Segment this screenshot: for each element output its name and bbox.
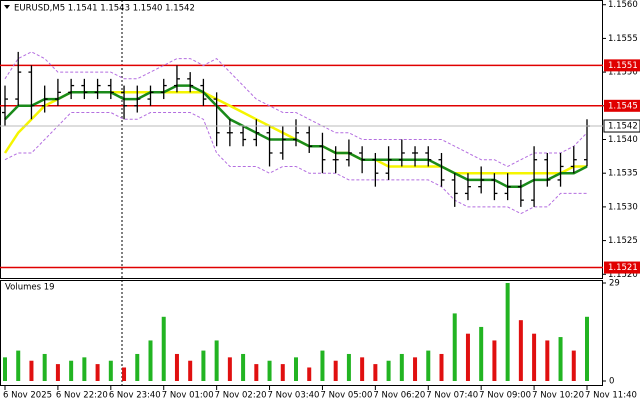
- volume-bar: [399, 353, 404, 381]
- volume-bar: [294, 357, 298, 381]
- volume-bar: [532, 333, 537, 381]
- volume-bar: [29, 360, 34, 381]
- x-tick-label: 7 Nov 06:20: [373, 391, 425, 401]
- y-tick-label: 1.1555: [608, 34, 638, 44]
- level-label-box: [604, 59, 640, 72]
- volume-bar: [3, 357, 7, 381]
- volume-bar: [95, 364, 100, 381]
- volume-bar: [373, 364, 378, 381]
- x-tick-label: 7 Nov 01:00: [162, 391, 214, 401]
- x-tick-label: 7 Nov 10:20: [532, 391, 584, 401]
- volume-bar: [585, 316, 589, 381]
- volume-bar: [42, 353, 47, 381]
- y-tick-label: 1.1535: [608, 169, 638, 179]
- volume-bar: [227, 357, 232, 381]
- y-tick-label: 1.1525: [608, 236, 638, 246]
- volume-bar: [426, 350, 431, 381]
- volume-bar: [492, 340, 497, 381]
- volume-bar: [280, 364, 285, 381]
- volume-bar: [16, 350, 21, 381]
- y-tick-label: 1.1560: [608, 0, 638, 10]
- volume-bar: [267, 360, 272, 381]
- volume-bar: [505, 283, 510, 381]
- level-label: 1.1545: [608, 101, 638, 111]
- volume-bar: [571, 350, 576, 381]
- band-line: [4, 51, 588, 168]
- y-tick-label: 1.1520: [608, 270, 638, 280]
- x-tick-label: 7 Nov 11:40: [585, 391, 637, 401]
- volume-bar: [82, 357, 87, 381]
- volume-bar: [241, 353, 246, 381]
- volume-bar: [558, 337, 563, 381]
- volume-tick-label: 0: [609, 377, 614, 387]
- level-label: 1.1521: [608, 263, 638, 273]
- volume-bar: [122, 367, 127, 381]
- volume-tick-label: 29: [609, 279, 620, 289]
- band-line: [4, 112, 587, 215]
- volume-bar: [254, 364, 259, 381]
- volume-bar: [360, 357, 365, 381]
- volume-bar: [413, 357, 418, 381]
- x-tick-label: 7 Nov 02:20: [215, 391, 267, 401]
- level-label: 1.1551: [608, 61, 638, 71]
- volume-bar: [479, 326, 484, 381]
- volume-bar: [333, 360, 338, 381]
- chart-title: EURUSD,M5 1.1541 1.1543 1.1540 1.1542: [14, 4, 195, 14]
- volume-bar: [386, 360, 391, 381]
- x-tick-label: 6 Nov 2025: [3, 391, 52, 401]
- volume-bar: [518, 320, 523, 381]
- volume-bar: [174, 353, 179, 381]
- volume-bar: [346, 353, 351, 381]
- volume-bar: [465, 333, 470, 381]
- volume-bar: [214, 340, 219, 381]
- volume-bar: [161, 316, 166, 381]
- x-tick-label: 7 Nov 07:40: [426, 391, 478, 401]
- volume-bar: [439, 353, 444, 381]
- volume-bar: [452, 313, 457, 381]
- menu-triangle: [4, 5, 10, 9]
- x-tick-label: 6 Nov 22:20: [56, 391, 108, 401]
- x-tick-label: 7 Nov 03:40: [268, 391, 320, 401]
- volume-bar: [201, 350, 206, 381]
- y-tick-label: 1.1530: [608, 202, 638, 212]
- volume-bar: [188, 360, 193, 381]
- level-label-box: [604, 99, 640, 112]
- volume-bar: [545, 340, 550, 381]
- level-label-box: [604, 261, 640, 274]
- x-tick-label: 7 Nov 05:00: [320, 391, 372, 401]
- y-tick-label: 1.1550: [608, 68, 638, 78]
- last-price-box: [603, 119, 640, 133]
- y-tick-label: 1.1540: [608, 135, 638, 145]
- volume-pane: [0, 280, 603, 386]
- x-tick-label: 6 Nov 23:40: [109, 391, 161, 401]
- volume-bar: [55, 364, 60, 381]
- volume-title: Volumes 19: [5, 283, 55, 293]
- x-tick-label: 7 Nov 09:00: [479, 391, 531, 401]
- volume-bar: [148, 340, 153, 381]
- volume-bar: [108, 360, 113, 381]
- volume-bar: [307, 367, 312, 381]
- volume-bar: [69, 360, 74, 381]
- volume-bar: [320, 350, 325, 381]
- volume-bar: [135, 353, 140, 381]
- price-pane: [0, 0, 603, 279]
- last-price-label: 1.1542: [608, 122, 638, 132]
